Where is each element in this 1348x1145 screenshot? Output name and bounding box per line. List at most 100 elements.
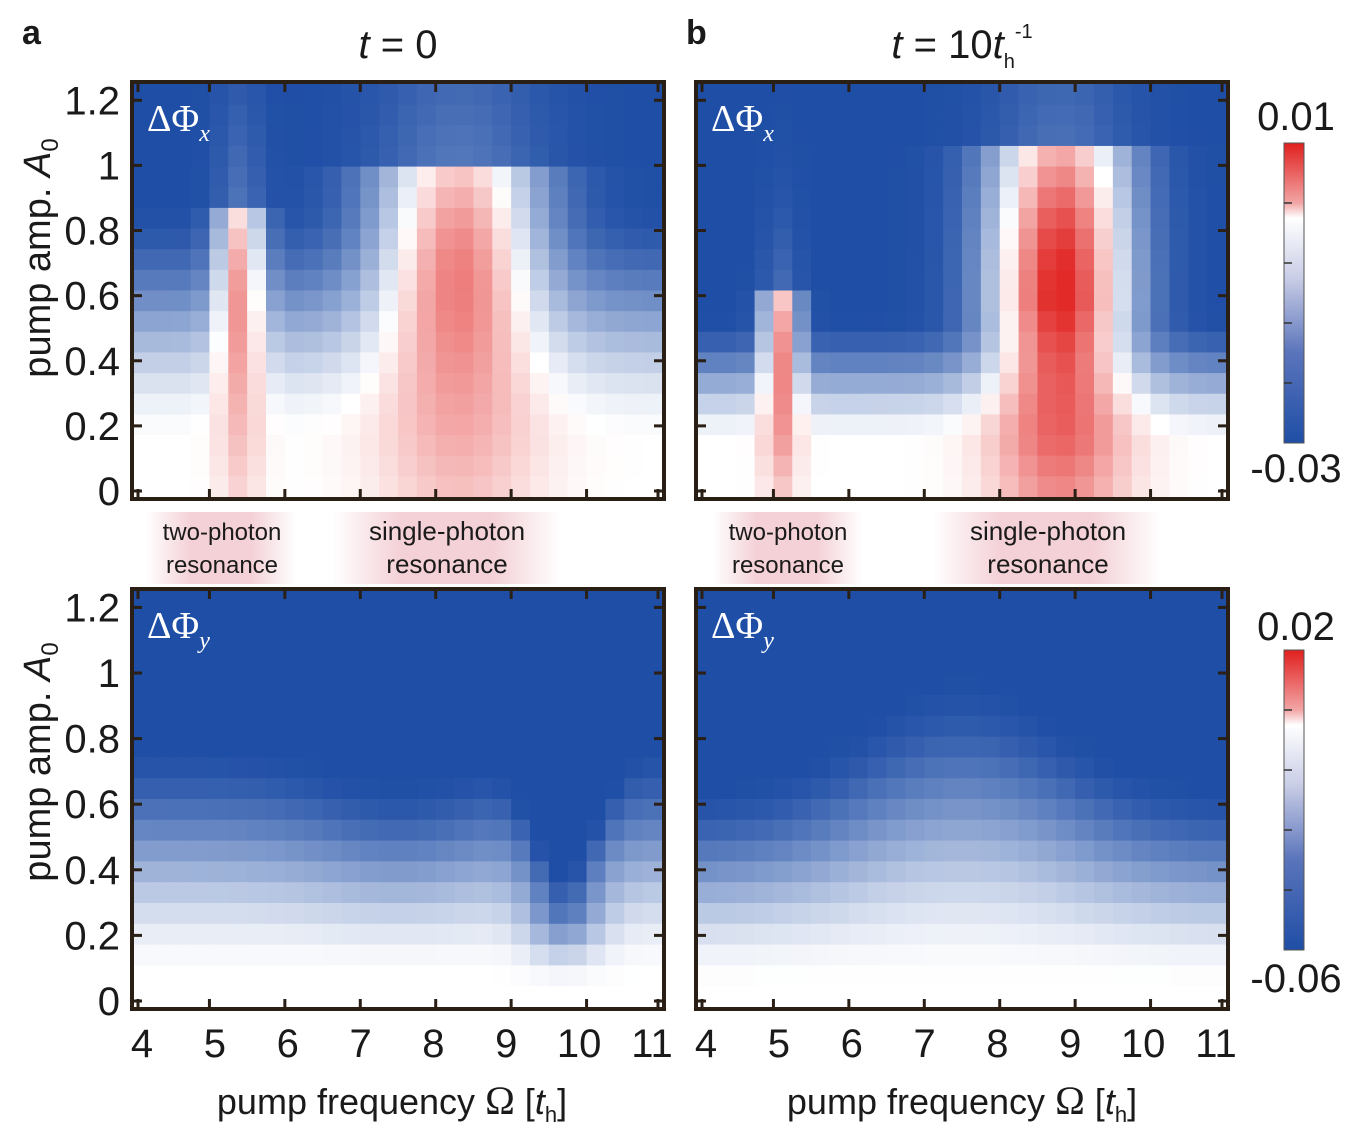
heatmap-cell [530,861,550,883]
heatmap-cell [773,352,793,374]
heatmap-cell [905,591,925,613]
heatmap-cell [830,145,850,168]
heatmap-cell [360,187,380,209]
heatmap-cell [1094,435,1114,457]
heatmap-cell [228,249,248,271]
heatmap-cell [1131,104,1152,126]
heatmap-cell [1131,674,1152,696]
heatmap-cell [624,166,644,188]
heatmap-cell [435,476,456,498]
heatmap-cell [416,249,437,271]
heatmap-cell [643,373,663,395]
heatmap-cell [1207,187,1227,209]
heatmap-cell [735,311,756,333]
heatmap-cell [792,249,812,271]
heatmap-cell [134,611,154,634]
heatmap-cell [1150,455,1171,477]
heatmap-cell [190,228,211,250]
heatmap-cell [1037,228,1057,250]
heatmap-cell [454,269,475,292]
heatmap-cell [586,653,607,675]
heatmap-cell [228,269,248,292]
heatmap-cell [848,249,869,271]
heatmap-cell [605,736,625,758]
heatmap-cell [1018,145,1039,168]
heatmap-cell [624,653,644,675]
heatmap-cell [1188,414,1208,436]
heatmap-cell [605,393,625,415]
heatmap-cell [943,944,963,966]
heatmap-cell [605,249,625,271]
heatmap-cell [943,674,963,696]
heatmap-cell [567,840,588,862]
heatmap-cell [999,861,1020,883]
heatmap-cell [999,104,1020,126]
heatmap-cell [624,104,644,126]
heatmap-cell [247,611,267,634]
heatmap-cell [624,819,644,842]
heatmap-cell [567,965,588,987]
heatmap-cell [943,632,963,654]
heatmap-cell [999,228,1020,250]
heatmap-cell [830,249,850,271]
heatmap-cell [1150,249,1171,271]
heatmap-cell [1056,840,1076,862]
heatmap-cell [398,435,418,457]
heatmap-cell [735,228,756,250]
heatmap-cell [962,352,982,374]
heatmap-cell [209,331,229,354]
heatmap-cell [792,591,812,613]
heatmap-cell [454,228,475,250]
heatmap-cell [848,632,869,654]
heatmap-cell [1075,249,1095,271]
heatmap-cell [1169,187,1189,209]
heatmap-cell [228,435,248,457]
heatmap-cell [416,653,437,675]
heatmap-cell [416,290,437,312]
heatmap-cell [530,207,550,230]
heatmap-cell [1188,84,1208,106]
heatmap-cell [867,903,888,925]
heatmap-cell [1056,187,1076,209]
heatmap-cell [228,331,248,354]
heatmap-cell [924,986,944,1008]
heatmap-cell [247,923,267,946]
heatmap-cell [962,269,982,292]
heatmap-cell [943,228,963,250]
heatmap-cell [134,923,154,946]
heatmap-cell [773,591,793,613]
heatmap-cell [398,736,418,758]
heatmap-cell [360,290,380,312]
heatmap-cell [999,611,1020,634]
heatmap-cell [586,736,607,758]
heatmap-cell [190,736,211,758]
heatmap-cell [435,249,456,271]
heatmap-cell [473,986,493,1008]
heatmap-cell [567,591,588,613]
heatmap-cell [360,861,380,883]
heatmap-cell [773,944,793,966]
single-photon-band-right [932,512,1162,584]
heatmap-cell [1169,923,1189,946]
heatmap-cell [247,84,267,106]
heatmap-cell [1188,591,1208,613]
heatmap-cell [1075,757,1095,779]
heatmap-cell [454,799,475,821]
heatmap-cell [999,819,1020,842]
heatmap-cell [322,352,343,374]
heatmap-cell [586,944,607,966]
heatmap-cell [1207,249,1227,271]
heatmap-cell [867,819,888,842]
heatmap-cell [1018,311,1039,333]
heatmap-cell [152,861,173,883]
heatmap-cell [511,923,531,946]
heatmap-cell [379,84,399,106]
heatmap-cell [1131,269,1152,292]
heatmap-cell [1056,736,1076,758]
y-tick-label: 0.6 [64,783,120,827]
heatmap-cell [698,393,718,415]
heatmap-cell [1018,944,1039,966]
heatmap-cell [511,104,531,126]
heatmap-cell [924,736,944,758]
heatmap-cell [792,104,812,126]
